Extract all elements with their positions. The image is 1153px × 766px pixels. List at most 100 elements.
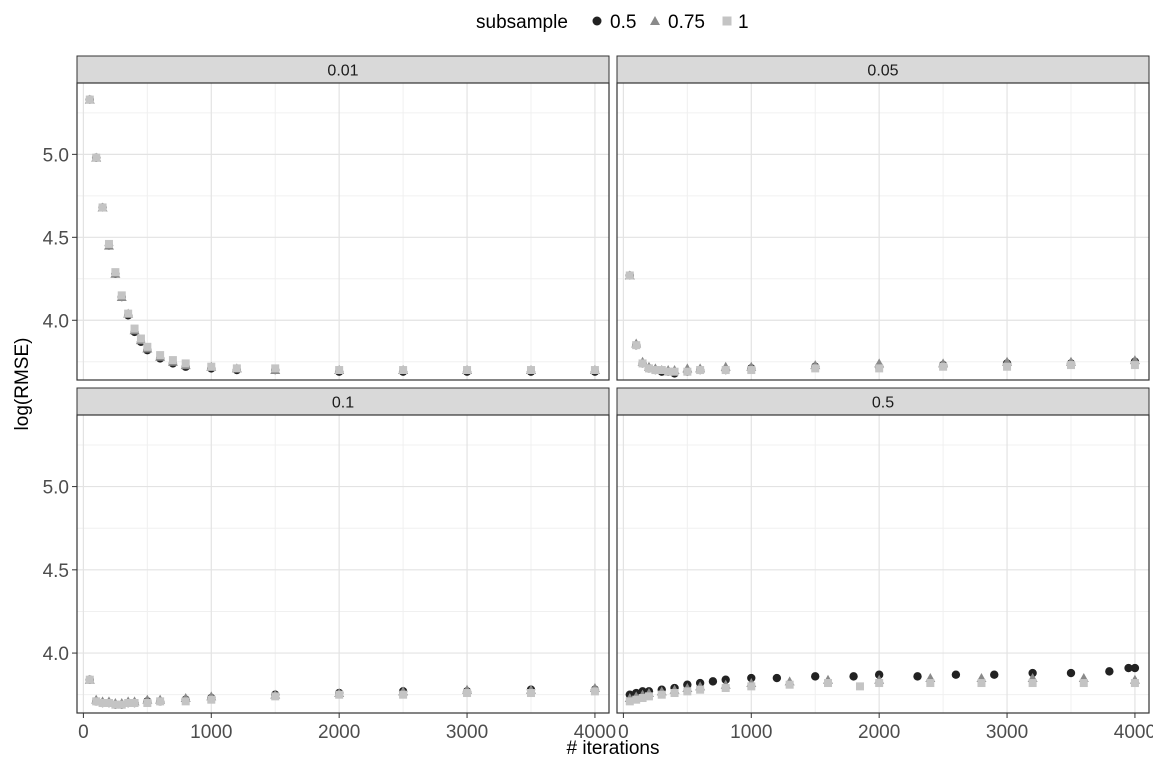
- y-tick-label: 5.0: [43, 145, 69, 166]
- data-point: [747, 682, 756, 691]
- data-point: [1066, 668, 1076, 678]
- data-point: [526, 366, 535, 375]
- facet-panel: 0.5 0 1000 2000 3000 4000: [616, 387, 1153, 743]
- y-tick-label: 4.5: [43, 561, 69, 582]
- data-point: [721, 684, 730, 693]
- data-point: [1130, 679, 1139, 688]
- data-point: [939, 362, 948, 371]
- data-point: [747, 366, 756, 375]
- data-point: [990, 670, 999, 679]
- data-point: [399, 690, 408, 699]
- data-point: [271, 364, 280, 373]
- data-point: [85, 675, 94, 684]
- data-point: [98, 699, 107, 708]
- data-point: [875, 364, 884, 373]
- legend-key: [650, 16, 660, 25]
- facet-panel: 0.1 4.0 4.5 5.0 0 1000 2000 3000 4000: [43, 387, 616, 743]
- data-point: [117, 291, 126, 300]
- x-tick-label: 2000: [858, 722, 900, 743]
- facet-strip-label: 0.05: [867, 63, 898, 80]
- x-tick-label: 4000: [1114, 722, 1153, 743]
- legend-key: [592, 16, 602, 26]
- data-point: [271, 692, 280, 701]
- data-point: [1066, 361, 1075, 370]
- data-point: [463, 366, 472, 375]
- data-point: [143, 699, 152, 708]
- data-point: [785, 680, 794, 689]
- data-point: [951, 670, 961, 679]
- data-point: [463, 689, 472, 698]
- facet-panels: 0.01 4.0 4.5 5.0 0.05 0.1 4.0 4.5 5.0 0 1000 2000 30…: [43, 55, 1153, 743]
- data-point: [85, 95, 94, 104]
- data-point: [143, 342, 152, 351]
- x-tick-label: 3000: [446, 722, 488, 743]
- data-point: [104, 699, 113, 708]
- data-point: [644, 364, 653, 373]
- legend-label: 0.5: [610, 12, 636, 33]
- data-point: [683, 687, 692, 696]
- legend: subsample 0.5 0.75 1: [476, 12, 749, 33]
- x-tick-label: 4000: [574, 722, 616, 743]
- data-point: [708, 677, 718, 686]
- data-point: [399, 366, 408, 375]
- legend-label: 1: [738, 12, 749, 33]
- legend-items: 0.5 0.75 1: [592, 12, 749, 33]
- x-tick-label: 0: [78, 722, 89, 743]
- x-axis-title: # iterations: [567, 738, 660, 759]
- data-point: [111, 700, 120, 709]
- facet-strip-label: 0.5: [872, 395, 894, 412]
- data-point: [625, 697, 634, 706]
- data-point: [168, 356, 177, 365]
- data-point: [526, 689, 535, 698]
- data-point: [130, 324, 139, 333]
- data-point: [644, 692, 653, 701]
- data-point: [335, 366, 344, 375]
- data-point: [632, 695, 641, 704]
- panel-border: [616, 414, 1150, 714]
- data-point: [117, 700, 126, 709]
- data-point: [156, 697, 165, 706]
- legend-title: subsample: [476, 12, 568, 33]
- data-point: [855, 682, 864, 691]
- data-point: [670, 689, 679, 698]
- data-point: [156, 351, 165, 360]
- data-point: [590, 687, 599, 696]
- data-point: [913, 672, 922, 681]
- data-point: [232, 364, 241, 373]
- facet-strip-label: 0.1: [332, 395, 354, 412]
- data-point: [664, 367, 673, 376]
- data-point: [849, 672, 858, 681]
- data-point: [670, 367, 679, 376]
- legend-label: 0.75: [668, 12, 705, 33]
- panel-border: [616, 82, 1150, 381]
- data-point: [181, 359, 190, 368]
- x-tick-label: 0: [618, 722, 629, 743]
- data-point: [721, 366, 730, 375]
- data-point: [1130, 663, 1140, 673]
- data-point: [638, 694, 647, 703]
- data-point: [104, 239, 113, 248]
- panel-background: [617, 415, 1149, 713]
- facet-strip: [616, 387, 1150, 416]
- x-tick-label: 1000: [190, 722, 232, 743]
- x-tick-label: 3000: [986, 722, 1028, 743]
- data-point: [977, 679, 986, 688]
- data-point: [1124, 663, 1133, 673]
- data-point: [926, 679, 935, 688]
- facet-panel: 0.01 4.0 4.5 5.0: [43, 55, 610, 381]
- data-point: [1105, 667, 1114, 676]
- facet-strip: [76, 55, 610, 84]
- data-point: [772, 673, 782, 683]
- data-point: [136, 334, 145, 343]
- data-point: [875, 679, 884, 688]
- y-tick-label: 4.5: [43, 228, 69, 249]
- y-tick-label: 4.0: [43, 311, 69, 332]
- y-tick-label: 5.0: [43, 478, 69, 499]
- data-point: [824, 679, 833, 688]
- panel-border: [76, 414, 610, 714]
- data-point: [625, 271, 634, 280]
- data-point: [98, 203, 107, 212]
- data-point: [657, 366, 666, 375]
